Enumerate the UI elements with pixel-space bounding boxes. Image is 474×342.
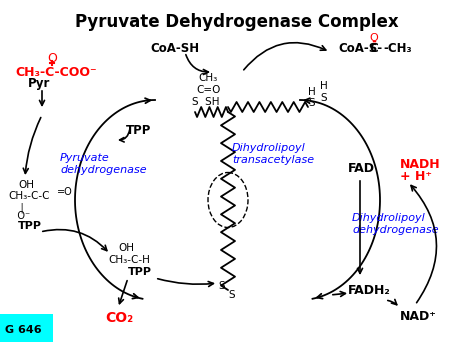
Text: TPP: TPP [18, 221, 42, 231]
Text: Dihydrolipoyl: Dihydrolipoyl [232, 143, 306, 153]
Text: OH: OH [118, 243, 134, 253]
Text: S: S [228, 290, 235, 300]
Text: CoA-S-: CoA-S- [338, 41, 382, 54]
Text: C: C [370, 41, 378, 54]
Text: NAD⁺: NAD⁺ [400, 310, 437, 323]
Text: H: H [308, 87, 316, 97]
Text: =O: =O [57, 187, 73, 197]
Text: Pyruvate Dehydrogenase Complex: Pyruvate Dehydrogenase Complex [75, 13, 399, 31]
Text: CoA-SH: CoA-SH [150, 41, 200, 54]
Text: O⁻: O⁻ [8, 211, 30, 221]
Text: OH: OH [18, 180, 34, 190]
Text: CO₂: CO₂ [105, 311, 133, 325]
Text: Pyruvate: Pyruvate [60, 153, 110, 163]
Text: H: H [320, 81, 328, 91]
Text: S: S [218, 281, 225, 291]
Text: G 646: G 646 [5, 325, 42, 335]
Text: FAD: FAD [348, 161, 375, 174]
Text: + H⁺: + H⁺ [400, 171, 432, 184]
Text: C=O: C=O [196, 85, 220, 95]
Text: FADH₂: FADH₂ [348, 284, 391, 297]
Text: NADH: NADH [400, 158, 441, 171]
Text: O: O [47, 52, 57, 65]
Text: CH₃-C-H: CH₃-C-H [108, 255, 150, 265]
Text: |: | [8, 203, 24, 213]
Text: CH₃-C-COO⁻: CH₃-C-COO⁻ [15, 66, 97, 79]
Text: TPP: TPP [128, 267, 152, 277]
Text: -CH₃: -CH₃ [383, 41, 411, 54]
Text: CH₃: CH₃ [198, 73, 217, 83]
Text: Dihydrolipoyl: Dihydrolipoyl [352, 213, 426, 223]
Text: dehydrogenase: dehydrogenase [60, 165, 146, 175]
Text: O: O [370, 33, 378, 43]
Text: dehydrogenase: dehydrogenase [352, 225, 438, 235]
Text: Pyr: Pyr [28, 78, 50, 91]
Text: transacetylase: transacetylase [232, 155, 314, 165]
Text: S: S [308, 98, 315, 108]
Text: S: S [320, 93, 327, 103]
Text: S  SH: S SH [192, 97, 219, 107]
Text: TPP: TPP [126, 123, 151, 136]
Text: CH₃-C-C: CH₃-C-C [8, 191, 49, 201]
